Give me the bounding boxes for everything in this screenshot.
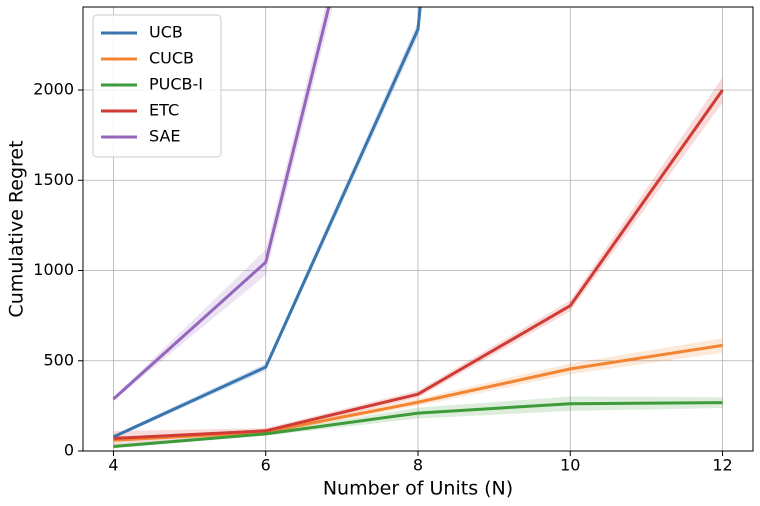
series-line	[112, 7, 422, 439]
x-tick-label: 8	[413, 456, 423, 475]
y-tick-label: 1500	[33, 170, 74, 189]
x-tick-label: 12	[712, 456, 732, 475]
series-line	[113, 401, 723, 448]
legend: UCB CUCB PUCB-I ETC SAE	[92, 14, 222, 158]
x-axis-label: Number of Units (N)	[323, 478, 513, 500]
x-tick-label: 4	[108, 456, 118, 475]
x-tick-label: 6	[261, 456, 271, 475]
y-tick-label: 1000	[33, 260, 74, 279]
lines	[112, 7, 724, 448]
legend-label: CUCB	[149, 49, 194, 68]
series-line	[112, 7, 331, 401]
legend-box	[92, 14, 222, 158]
confidence-band	[113, 338, 723, 442]
y-tick-label: 500	[43, 350, 74, 369]
y-tick-label: 0	[64, 441, 74, 460]
legend-label: PUCB-I	[149, 75, 203, 94]
legend-label: ETC	[149, 101, 179, 120]
legend-label: UCB	[149, 23, 183, 42]
axes: 4 6 8 10 12 0 500 1000 1500 2000	[33, 80, 732, 475]
legend-label: SAE	[149, 127, 181, 146]
x-tick-label: 10	[560, 456, 580, 475]
y-axis-label: Cumulative Regret	[6, 140, 28, 317]
series-line	[113, 89, 724, 440]
y-tick-label: 2000	[33, 80, 74, 99]
